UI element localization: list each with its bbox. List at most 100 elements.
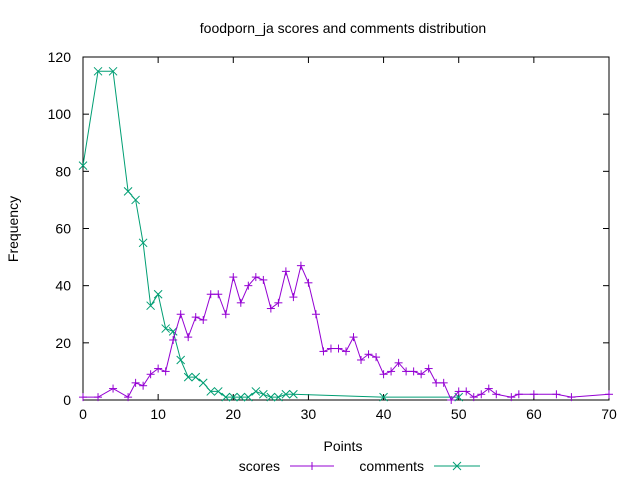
scores-point xyxy=(492,390,501,399)
chart-title: foodporn_ja scores and comments distribu… xyxy=(200,20,486,36)
scores-point xyxy=(289,293,298,302)
x-tick-label: 50 xyxy=(451,406,467,422)
scores-point xyxy=(432,378,441,387)
scores-point xyxy=(191,313,200,322)
scores-point xyxy=(447,396,456,404)
comments-point xyxy=(206,387,216,396)
scores-point xyxy=(229,273,238,282)
scores-point xyxy=(236,298,245,307)
comments-point xyxy=(221,392,231,402)
scores-point xyxy=(394,358,403,367)
scores-point xyxy=(296,261,305,270)
y-tick-label: 0 xyxy=(63,392,71,408)
scores-point xyxy=(326,344,335,353)
scores-point xyxy=(364,350,373,359)
scores-point xyxy=(221,310,230,319)
scores-point xyxy=(94,393,103,402)
scores-point xyxy=(552,390,561,399)
scores-point xyxy=(507,393,516,402)
comments-point xyxy=(236,392,246,402)
comments-point xyxy=(281,389,291,399)
scores-point xyxy=(462,387,471,396)
x-tick-label: 0 xyxy=(79,406,87,422)
scores-point xyxy=(109,384,118,393)
comments-point xyxy=(183,372,193,382)
scores-point xyxy=(199,315,208,324)
scores-point xyxy=(274,298,283,307)
scores-point xyxy=(281,267,290,276)
scores-point xyxy=(146,370,155,379)
scores-point xyxy=(206,290,215,299)
comments-point xyxy=(251,387,261,396)
comments-point xyxy=(146,301,155,311)
scores-point xyxy=(251,273,260,282)
comments-point xyxy=(274,392,283,402)
scores-point xyxy=(469,393,478,402)
scores-point xyxy=(184,333,193,342)
legend-marker-scores xyxy=(308,462,316,470)
scores-point xyxy=(266,304,275,313)
y-tick-label: 60 xyxy=(55,221,71,237)
scores-point xyxy=(154,364,163,373)
comments-point xyxy=(78,161,88,170)
scores-point xyxy=(259,275,268,284)
comments-point xyxy=(228,392,238,402)
scores-point xyxy=(161,367,170,376)
scores-point xyxy=(139,381,148,390)
comments-point xyxy=(266,392,276,402)
scores-point xyxy=(409,367,418,376)
comments-point xyxy=(243,392,253,402)
comments-point xyxy=(289,389,298,399)
legend-marker-comments xyxy=(452,461,462,471)
scores-point xyxy=(319,347,328,356)
scores-point xyxy=(529,390,538,399)
comments-point xyxy=(168,327,178,336)
x-tick-label: 70 xyxy=(601,406,617,422)
scores-point xyxy=(244,281,253,290)
scores-point xyxy=(79,393,87,402)
scores-point xyxy=(387,367,396,376)
scores-point xyxy=(477,390,486,399)
y-tick-label: 120 xyxy=(48,49,72,65)
comments-point xyxy=(93,66,103,76)
y-tick-label: 40 xyxy=(55,278,71,294)
comments-point xyxy=(176,355,186,365)
x-tick-label: 10 xyxy=(150,406,166,422)
scores-point xyxy=(131,378,140,387)
scores-point xyxy=(454,387,463,396)
scores-point xyxy=(357,355,366,364)
scores-point xyxy=(124,393,133,402)
scores-point xyxy=(311,310,320,319)
legend-label-scores: scores xyxy=(239,458,280,474)
comments-point xyxy=(131,195,140,205)
y-axis: 0 20 40 60 80 100 120 xyxy=(48,49,609,408)
comments-point xyxy=(213,387,223,396)
comments-point xyxy=(379,392,388,402)
scores-point xyxy=(402,367,411,376)
scores-point xyxy=(514,390,523,399)
x-tick-label: 60 xyxy=(526,406,542,422)
y-axis-label: Frequency xyxy=(5,196,21,262)
comments-point xyxy=(198,378,208,388)
scores-point xyxy=(379,370,388,379)
x-tick-label: 30 xyxy=(301,406,317,422)
scores-point xyxy=(176,310,185,319)
scores-point xyxy=(372,353,381,362)
scores-point xyxy=(424,364,433,373)
comments-point xyxy=(138,238,148,248)
comments-point xyxy=(123,186,133,196)
legend: scores comments xyxy=(239,458,480,474)
comments-point xyxy=(191,372,201,382)
comments-point xyxy=(153,289,163,299)
y-tick-label: 100 xyxy=(48,106,72,122)
y-tick-label: 80 xyxy=(55,163,71,179)
scores-point xyxy=(605,390,613,399)
x-axis: 0 10 20 30 40 50 60 70 xyxy=(79,57,617,422)
series-layer xyxy=(78,66,613,404)
scores-line xyxy=(83,264,610,401)
series-comments xyxy=(78,66,464,402)
scores-point xyxy=(214,290,223,299)
series-scores xyxy=(79,261,613,404)
x-axis-label: Points xyxy=(324,438,363,454)
